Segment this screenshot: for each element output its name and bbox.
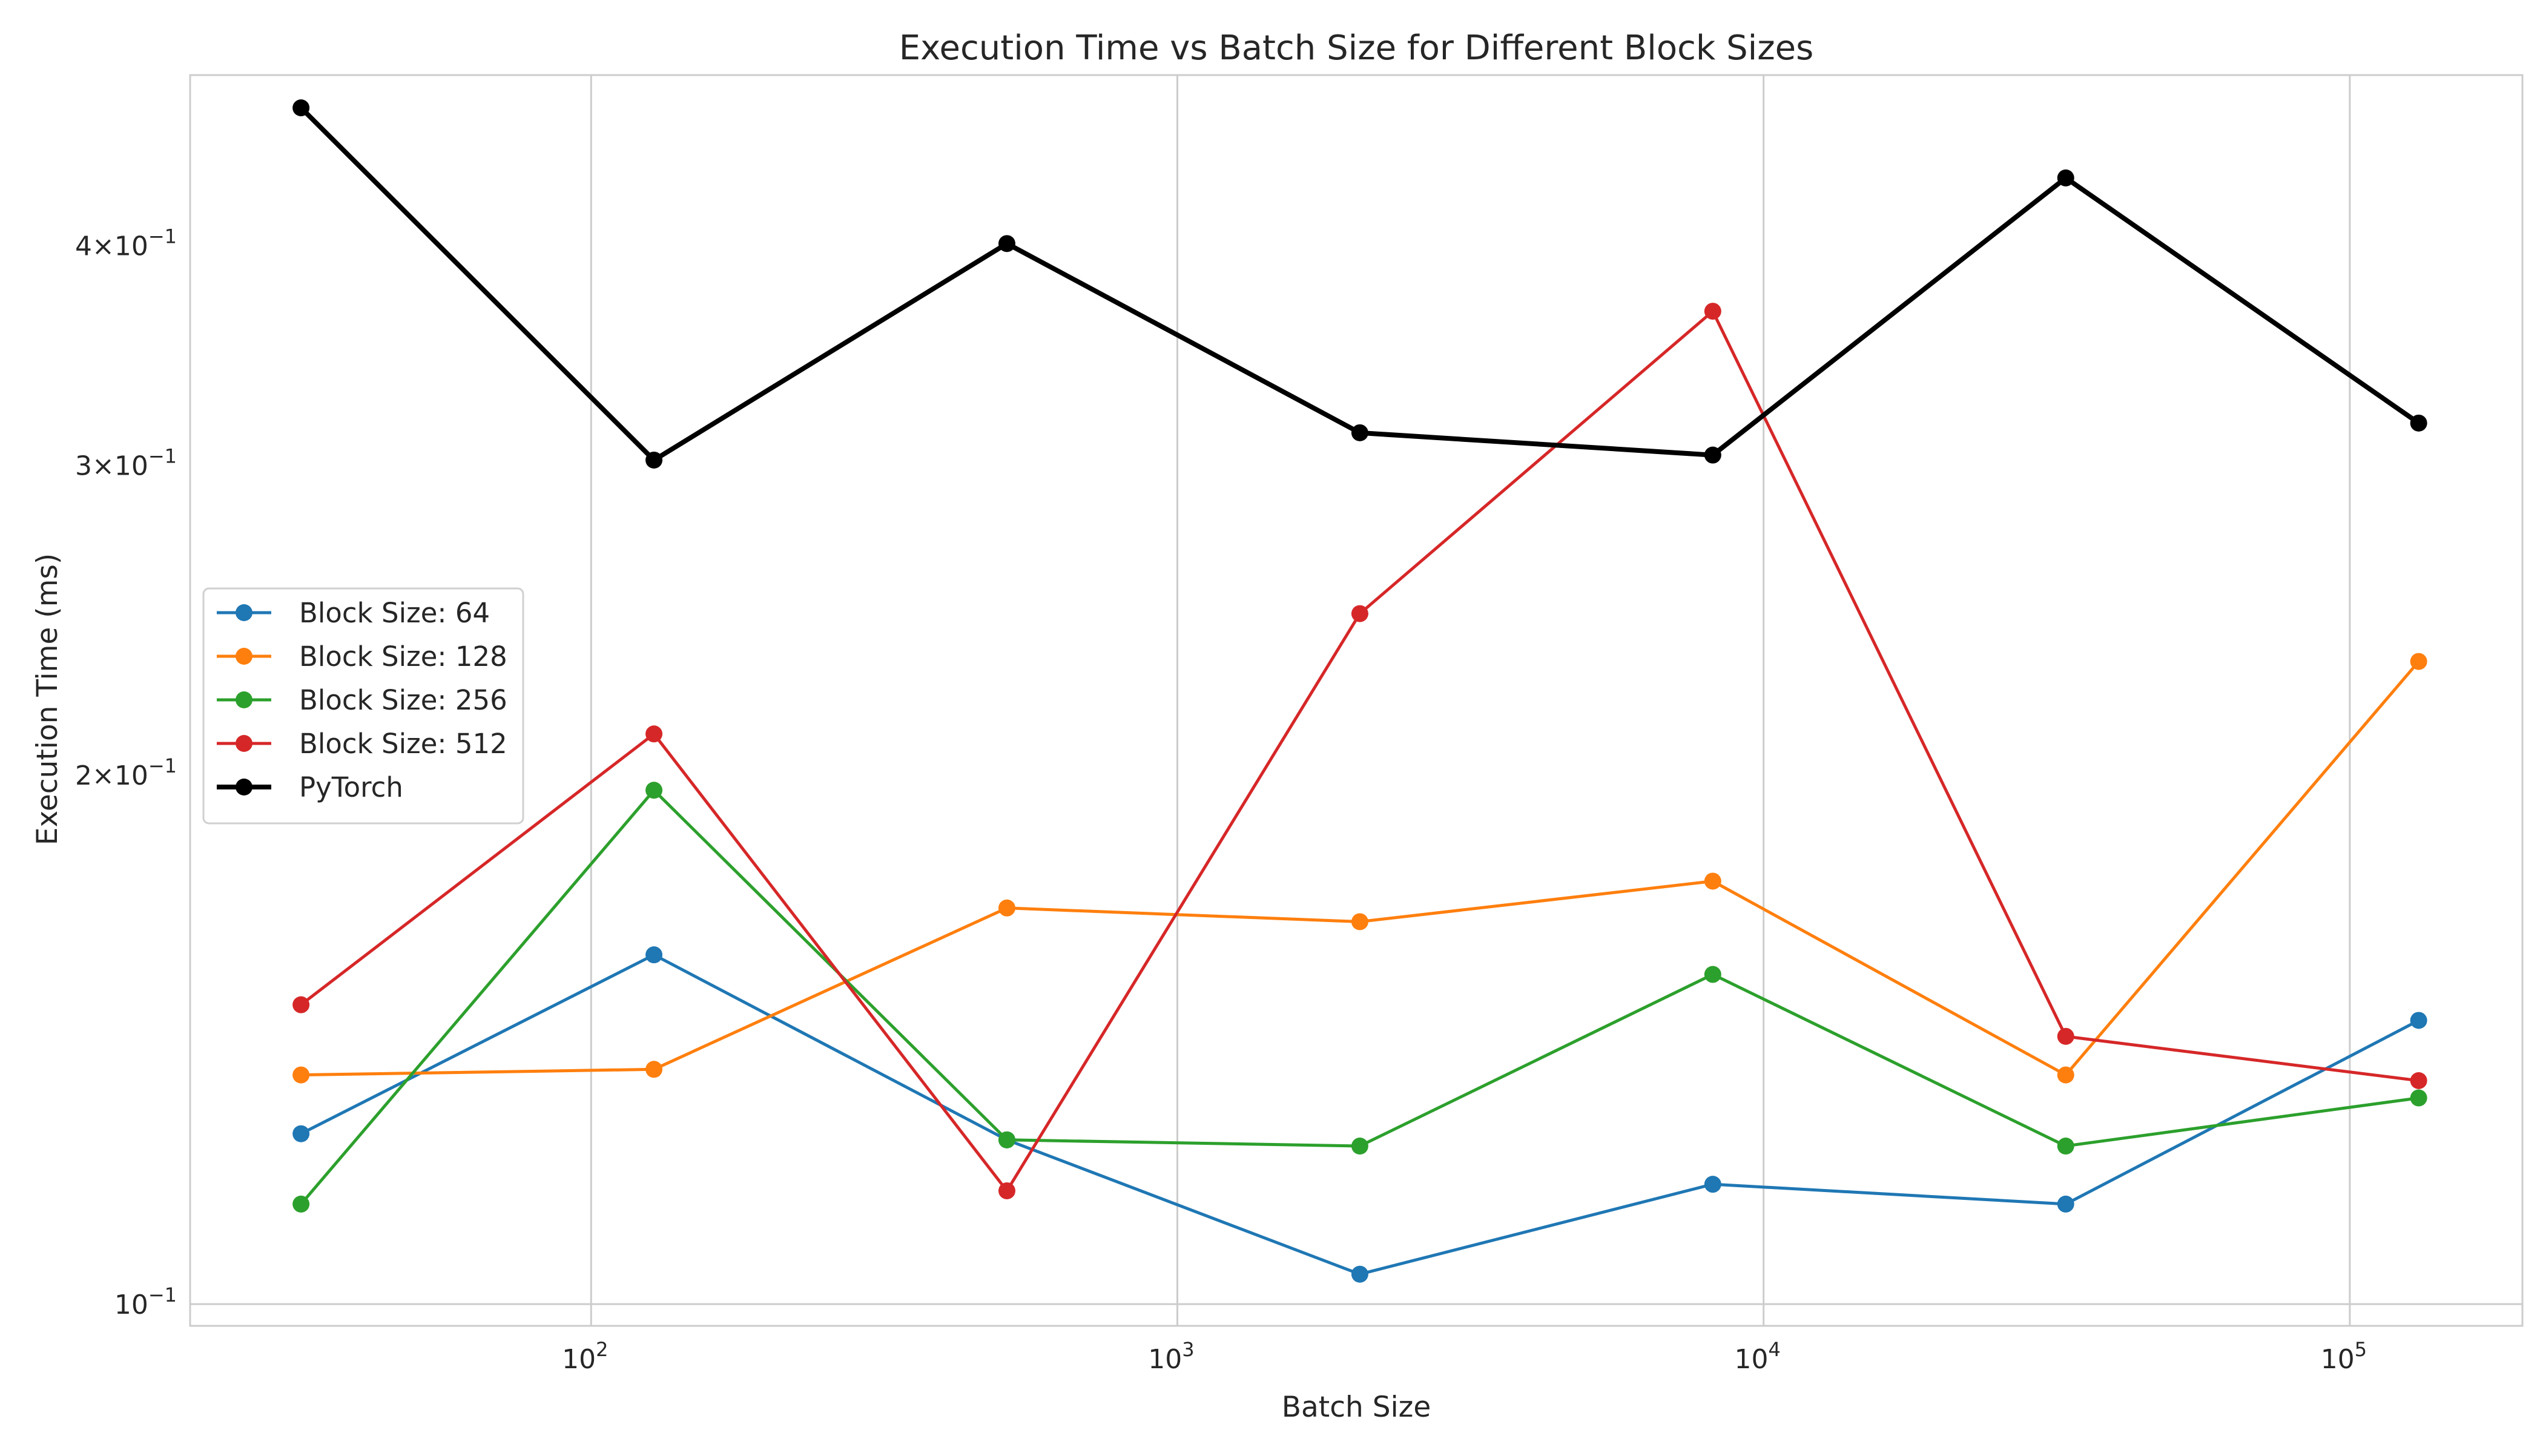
data-point: [1351, 1138, 1368, 1155]
series-pytorch: [292, 99, 2427, 469]
data-point: [1704, 446, 1721, 464]
legend-swatch-marker: [236, 648, 252, 665]
series-block-size-256: [292, 782, 2427, 1213]
data-point: [1704, 966, 1721, 983]
data-point: [645, 1061, 663, 1078]
y-tick-label: 10−1: [114, 1283, 177, 1320]
legend-item: Block Size: 64: [217, 597, 490, 629]
legend-item: Block Size: 512: [217, 728, 507, 760]
legend-swatch-marker: [236, 735, 252, 752]
data-point: [1351, 605, 1368, 622]
x-tick-label: 105: [2321, 1338, 2367, 1375]
data-point: [1704, 1176, 1721, 1193]
legend-label: Block Size: 512: [299, 728, 507, 760]
data-point: [2057, 1195, 2074, 1213]
legend-label: PyTorch: [299, 771, 403, 803]
x-tick-label: 103: [1148, 1338, 1194, 1375]
data-point: [1704, 303, 1721, 320]
data-point: [2410, 1012, 2427, 1029]
data-point: [2057, 1138, 2074, 1155]
legend-item: Block Size: 256: [217, 684, 507, 716]
data-point: [2057, 1027, 2074, 1045]
legend-label: Block Size: 64: [299, 597, 490, 629]
y-tick-label: 4×10−1: [75, 225, 177, 262]
data-point: [1351, 1265, 1368, 1283]
x-tick-label: 102: [562, 1338, 608, 1375]
x-axis-ticks: 102 103 104 105: [562, 1338, 2367, 1375]
x-axis-label: Batch Size: [1282, 1391, 1431, 1424]
data-point: [292, 1066, 310, 1084]
data-point: [1704, 872, 1721, 890]
data-point: [998, 1131, 1015, 1148]
legend-box: [202, 587, 524, 825]
data-point: [645, 946, 663, 964]
legend-swatch-marker: [236, 779, 252, 796]
y-tick-label: 2×10−1: [75, 754, 177, 791]
legend-item: PyTorch: [217, 771, 403, 803]
legend: Block Size: 64 Block Size: 128 Block Size:…: [202, 587, 524, 825]
data-point: [2057, 169, 2074, 186]
legend-label: Block Size: 128: [299, 641, 507, 673]
data-point: [2057, 1066, 2074, 1084]
data-point: [2410, 653, 2427, 670]
data-point: [2410, 1072, 2427, 1089]
data-point: [645, 725, 663, 743]
data-point: [1351, 424, 1368, 441]
data-point: [292, 996, 310, 1013]
series-block-size-128: [292, 653, 2427, 1084]
data-point: [645, 782, 663, 799]
data-point: [2410, 1089, 2427, 1107]
series-layer: [292, 99, 2427, 1283]
legend-label: Block Size: 256: [299, 684, 507, 716]
data-point: [645, 451, 663, 469]
data-point: [1351, 913, 1368, 931]
data-point: [998, 899, 1015, 917]
data-point: [998, 1182, 1015, 1199]
grid-lines: [190, 75, 2522, 1326]
data-point: [2410, 414, 2427, 432]
y-tick-label: 3×10−1: [75, 444, 177, 481]
legend-item: Block Size: 128: [217, 641, 507, 673]
x-tick-label: 104: [1735, 1338, 1781, 1375]
plot-area-frame: [189, 74, 2524, 1327]
legend-swatch-marker: [236, 691, 252, 708]
data-point: [292, 1195, 310, 1213]
chart-title: Execution Time vs Batch Size for Differe…: [899, 28, 1814, 68]
data-point: [292, 99, 310, 117]
legend-swatch-marker: [236, 604, 252, 621]
y-axis-label: Execution Time (ms): [31, 553, 64, 845]
data-point: [998, 235, 1015, 252]
data-point: [292, 1125, 310, 1142]
series-block-size-512: [292, 303, 2427, 1199]
y-axis-ticks: 10−1 2×10−1 3×10−1 4×10−1: [75, 225, 177, 1320]
